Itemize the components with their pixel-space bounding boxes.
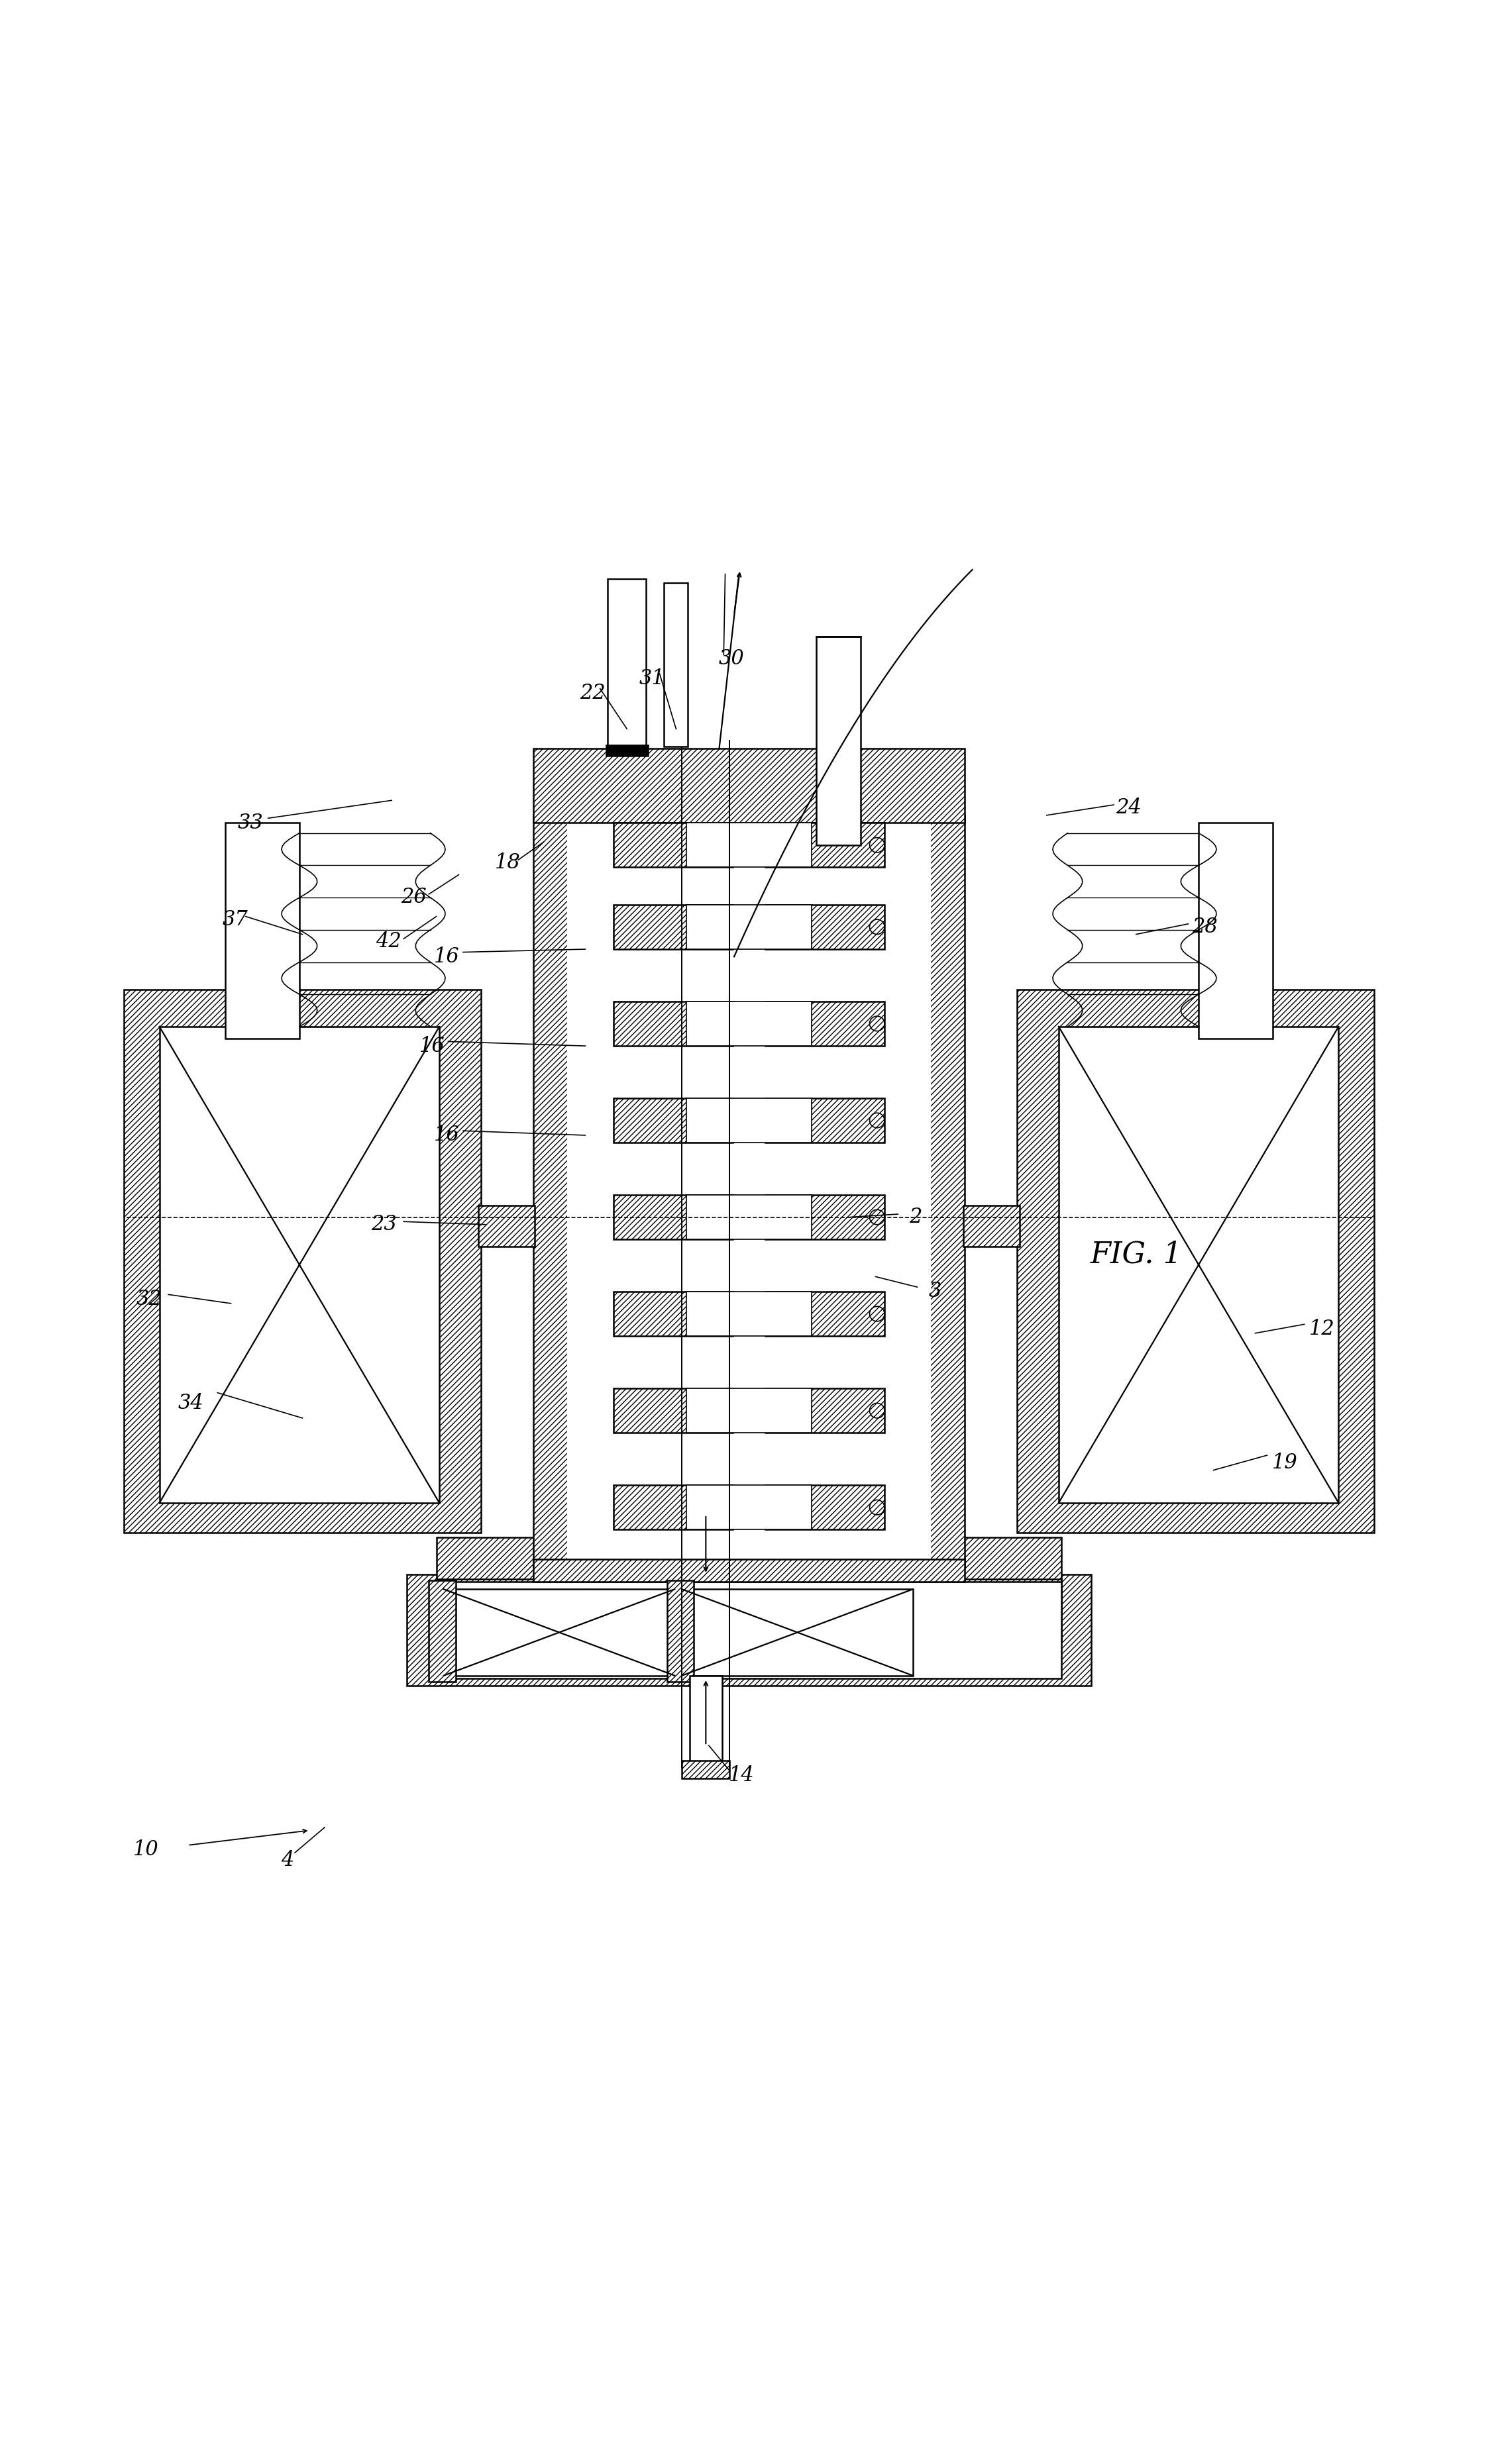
Text: 22: 22: [580, 683, 605, 702]
Bar: [406, 1574, 1092, 1685]
Bar: [765, 1486, 884, 1530]
Bar: [614, 1387, 733, 1434]
Bar: [614, 1195, 733, 1239]
Bar: [614, 823, 733, 867]
Bar: [225, 823, 300, 1037]
Text: 16: 16: [419, 1035, 445, 1057]
Text: 16: 16: [434, 1126, 460, 1146]
Bar: [478, 1205, 535, 1247]
Bar: [765, 1195, 884, 1239]
Bar: [765, 904, 884, 949]
Text: 28: 28: [1192, 917, 1218, 936]
Text: 23: 23: [372, 1215, 397, 1234]
Bar: [686, 1195, 812, 1239]
Bar: [1198, 823, 1273, 1037]
Text: 10: 10: [133, 1841, 159, 1860]
Text: FIG. 1: FIG. 1: [1091, 1239, 1182, 1269]
Text: 14: 14: [728, 1764, 755, 1786]
Bar: [607, 744, 647, 756]
Bar: [682, 1759, 730, 1779]
Text: 3: 3: [929, 1281, 942, 1301]
Bar: [614, 1486, 733, 1530]
Text: 24: 24: [1116, 798, 1141, 818]
Bar: [686, 904, 812, 949]
Text: 32: 32: [136, 1289, 162, 1308]
Text: 26: 26: [401, 887, 427, 907]
Bar: [667, 1579, 694, 1680]
Bar: [765, 1000, 884, 1045]
Bar: [765, 1099, 884, 1143]
Bar: [533, 816, 614, 1567]
Bar: [765, 1387, 884, 1434]
Bar: [568, 816, 930, 1567]
Bar: [124, 991, 481, 1533]
Text: 16: 16: [434, 946, 460, 966]
Text: 33: 33: [237, 813, 264, 833]
Bar: [689, 1676, 722, 1767]
Text: 31: 31: [640, 668, 665, 687]
Text: 34: 34: [178, 1392, 204, 1414]
Bar: [664, 584, 688, 747]
Bar: [884, 816, 965, 1567]
Bar: [608, 579, 646, 749]
Text: 30: 30: [719, 648, 745, 670]
Bar: [1059, 1027, 1339, 1503]
Bar: [533, 749, 965, 823]
Text: 19: 19: [1272, 1451, 1297, 1473]
Text: 18: 18: [494, 853, 521, 872]
Bar: [436, 1582, 1062, 1678]
Bar: [686, 1387, 812, 1434]
Bar: [436, 1579, 571, 1641]
Text: 37: 37: [223, 909, 249, 929]
Bar: [614, 1291, 733, 1335]
Bar: [533, 1560, 965, 1582]
Bar: [443, 1589, 674, 1676]
Bar: [682, 1589, 912, 1676]
Bar: [686, 823, 812, 867]
Text: 12: 12: [1309, 1318, 1335, 1338]
Bar: [765, 1291, 884, 1335]
Text: 4: 4: [282, 1850, 294, 1870]
Bar: [436, 1538, 1062, 1582]
Bar: [614, 1000, 733, 1045]
Bar: [614, 1099, 733, 1143]
Bar: [816, 636, 861, 845]
Text: 2: 2: [909, 1207, 923, 1227]
Bar: [428, 1579, 455, 1680]
Bar: [927, 1579, 1062, 1641]
Bar: [686, 1291, 812, 1335]
Bar: [963, 1205, 1020, 1247]
Bar: [765, 823, 884, 867]
Bar: [159, 1027, 439, 1503]
Bar: [686, 1099, 812, 1143]
Bar: [686, 1000, 812, 1045]
Bar: [686, 1486, 812, 1530]
Bar: [1017, 991, 1374, 1533]
Text: 42: 42: [376, 931, 401, 951]
Bar: [614, 904, 733, 949]
